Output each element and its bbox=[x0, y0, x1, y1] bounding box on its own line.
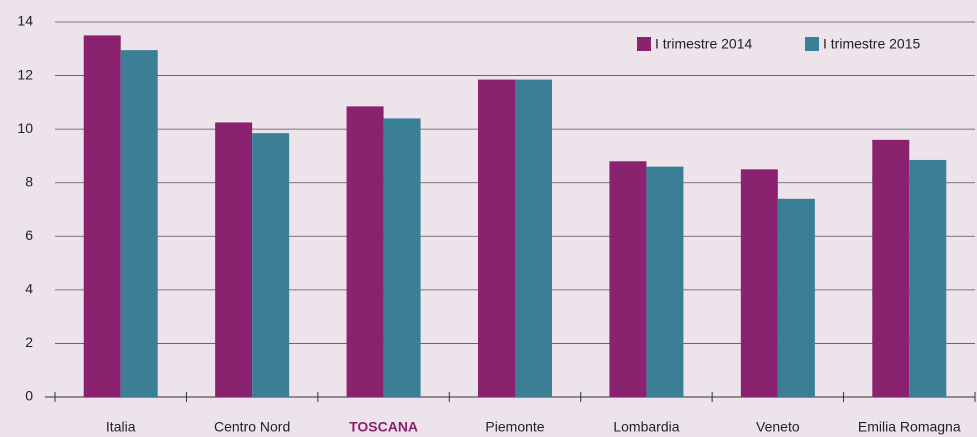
x-tick-label: Veneto bbox=[756, 419, 800, 435]
x-tick-label: Piemonte bbox=[485, 419, 544, 435]
bar bbox=[909, 159, 947, 397]
bar bbox=[777, 198, 815, 397]
bar bbox=[120, 50, 158, 397]
legend-swatch bbox=[805, 37, 819, 51]
y-tick-label: 6 bbox=[25, 227, 33, 243]
y-tick-label: 4 bbox=[25, 281, 33, 297]
bar bbox=[872, 139, 910, 397]
bar bbox=[383, 118, 421, 397]
bar bbox=[740, 169, 778, 397]
legend-label: I trimestre 2015 bbox=[823, 36, 920, 52]
bar bbox=[478, 79, 515, 397]
y-tick-label: 12 bbox=[17, 66, 33, 82]
y-tick-label: 2 bbox=[25, 334, 33, 350]
bar bbox=[215, 122, 253, 398]
bar bbox=[515, 79, 552, 397]
x-tick-label: Lombardia bbox=[613, 419, 679, 435]
legend-swatch bbox=[637, 37, 651, 51]
y-tick-label: 10 bbox=[17, 120, 33, 136]
legend-label: I trimestre 2014 bbox=[655, 36, 752, 52]
y-tick-label: 0 bbox=[25, 388, 33, 404]
x-tick-label: TOSCANA bbox=[349, 419, 418, 435]
x-tick-label: Italia bbox=[106, 419, 136, 435]
x-tick-label: Emilia Romagna bbox=[858, 419, 961, 435]
bar bbox=[646, 166, 684, 397]
y-tick-label: 8 bbox=[25, 173, 33, 189]
bar bbox=[346, 106, 384, 397]
bar bbox=[252, 133, 290, 398]
x-tick-label: Centro Nord bbox=[214, 419, 290, 435]
bar bbox=[609, 161, 647, 397]
bar bbox=[83, 35, 121, 398]
y-tick-label: 14 bbox=[17, 13, 33, 29]
